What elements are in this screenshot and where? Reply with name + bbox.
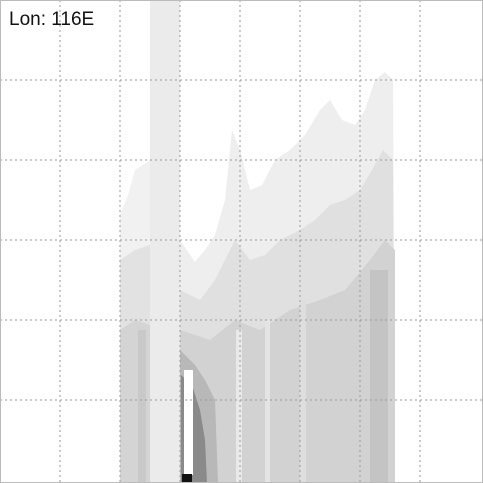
shade-stripe [236, 330, 242, 483]
shade-stripe [265, 320, 270, 483]
shade-stripe [370, 270, 388, 483]
shade-streak [184, 370, 193, 475]
shade-stripe [300, 300, 306, 483]
shade-band [150, 0, 180, 483]
panel-label: Lon: 116E [9, 9, 94, 30]
shade-stripe [138, 330, 146, 483]
shade-spot [182, 474, 192, 483]
shade-darker [180, 240, 395, 483]
